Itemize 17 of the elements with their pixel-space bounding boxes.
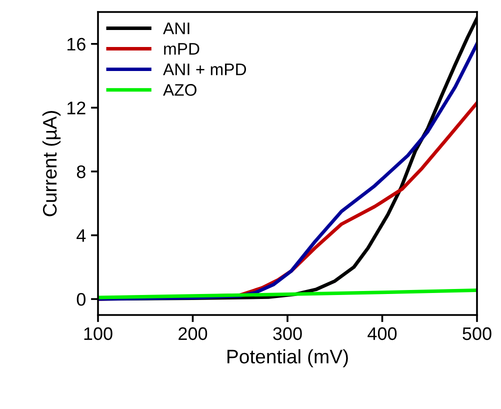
y-axis-title: Current (µA)	[42, 111, 61, 216]
y-tick-label: 8	[76, 165, 86, 178]
y-tick-label: 4	[76, 229, 86, 242]
line-series	[98, 288, 477, 300]
x-axis-title: Potential (mV)	[228, 349, 348, 368]
y-tick-label: 16	[67, 38, 86, 51]
legend-label: mPD	[164, 43, 200, 55]
x-tick-label: 500	[462, 327, 492, 340]
y-tick-label: 0	[76, 292, 86, 306]
legend-label: ANI + mPD	[163, 64, 246, 76]
x-tick-label: 400	[368, 327, 397, 340]
x-tick-label: 100	[84, 327, 112, 340]
x-tick-label: 200	[178, 327, 208, 340]
x-tick-label: 300	[273, 327, 302, 340]
y-tick-label: 12	[67, 102, 86, 114]
legend-label: ANI	[163, 22, 190, 34]
legend-label: AZO	[163, 84, 196, 96]
